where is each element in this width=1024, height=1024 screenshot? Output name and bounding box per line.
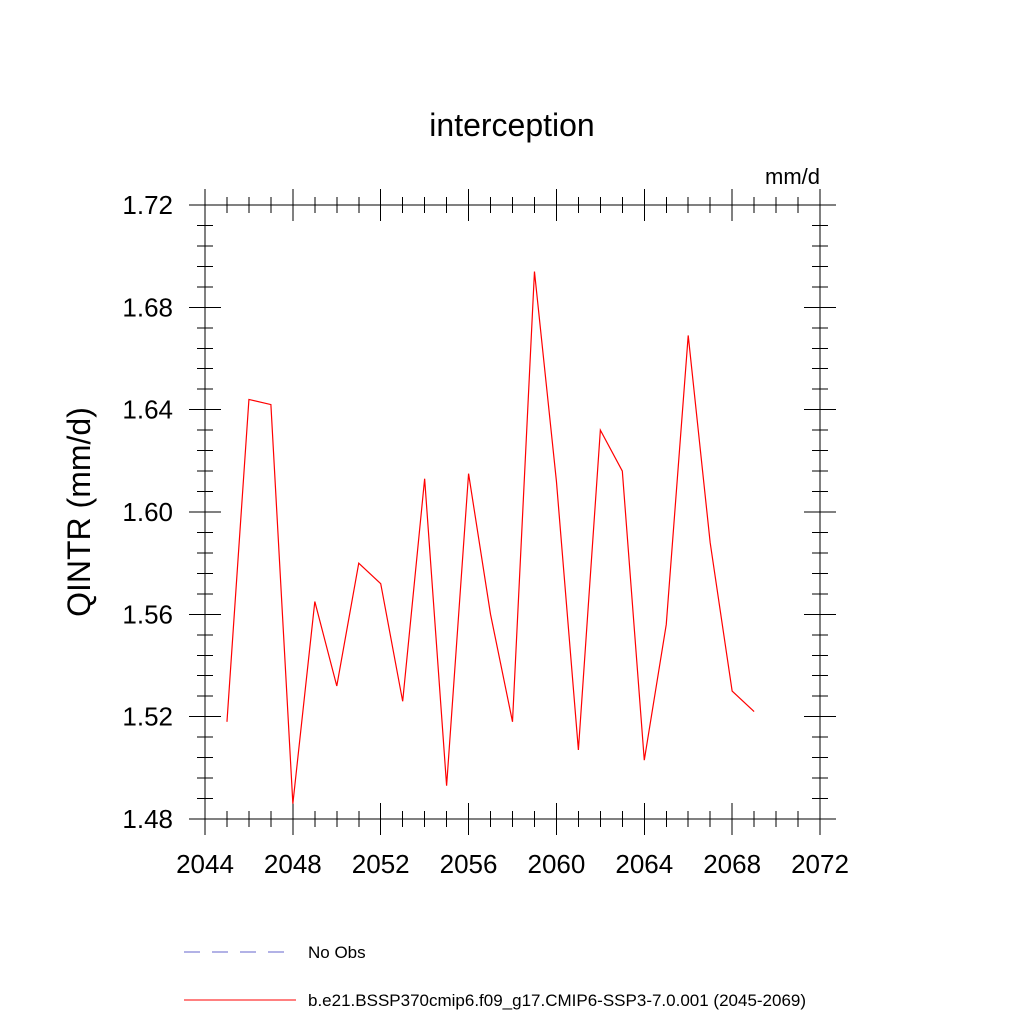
y-tick-label: 1.52	[122, 702, 173, 732]
x-tick-label: 2068	[703, 849, 761, 879]
x-tick-label: 2044	[176, 849, 234, 879]
chart-title: interception	[429, 107, 594, 143]
plot-frame	[204, 204, 821, 820]
x-tick-label: 2056	[440, 849, 498, 879]
x-tick-label: 2048	[264, 849, 322, 879]
y-tick-label: 1.56	[122, 599, 173, 629]
x-tick-label: 2064	[615, 849, 673, 879]
x-tick-label: 2052	[352, 849, 410, 879]
series-lines	[226, 271, 755, 804]
y-tick-label: 1.48	[122, 804, 173, 834]
legend-label-0: No Obs	[308, 943, 366, 962]
units-label: mm/d	[765, 164, 820, 189]
x-tick-label: 2060	[528, 849, 586, 879]
y-axis-label: QINTR (mm/d)	[61, 407, 97, 617]
y-tick-label: 1.64	[122, 395, 173, 425]
axis-ticks: 2044 2048 2052 2056 2060 2064 2068 2072 1.48 1.52…	[122, 189, 849, 879]
y-tick-label: 1.72	[122, 190, 173, 220]
legend-label-1: b.e21.BSSP370cmip6.f09_g17.CMIP6-SSP3-7.…	[308, 991, 806, 1010]
x-tick-label: 2072	[791, 849, 849, 879]
y-tick-label: 1.68	[122, 292, 173, 322]
y-tick-label: 1.60	[122, 497, 173, 527]
legend: No Obs b.e21.BSSP370cmip6.f09_g17.CMIP6-S…	[184, 943, 806, 1010]
series-line-1	[226, 271, 755, 804]
